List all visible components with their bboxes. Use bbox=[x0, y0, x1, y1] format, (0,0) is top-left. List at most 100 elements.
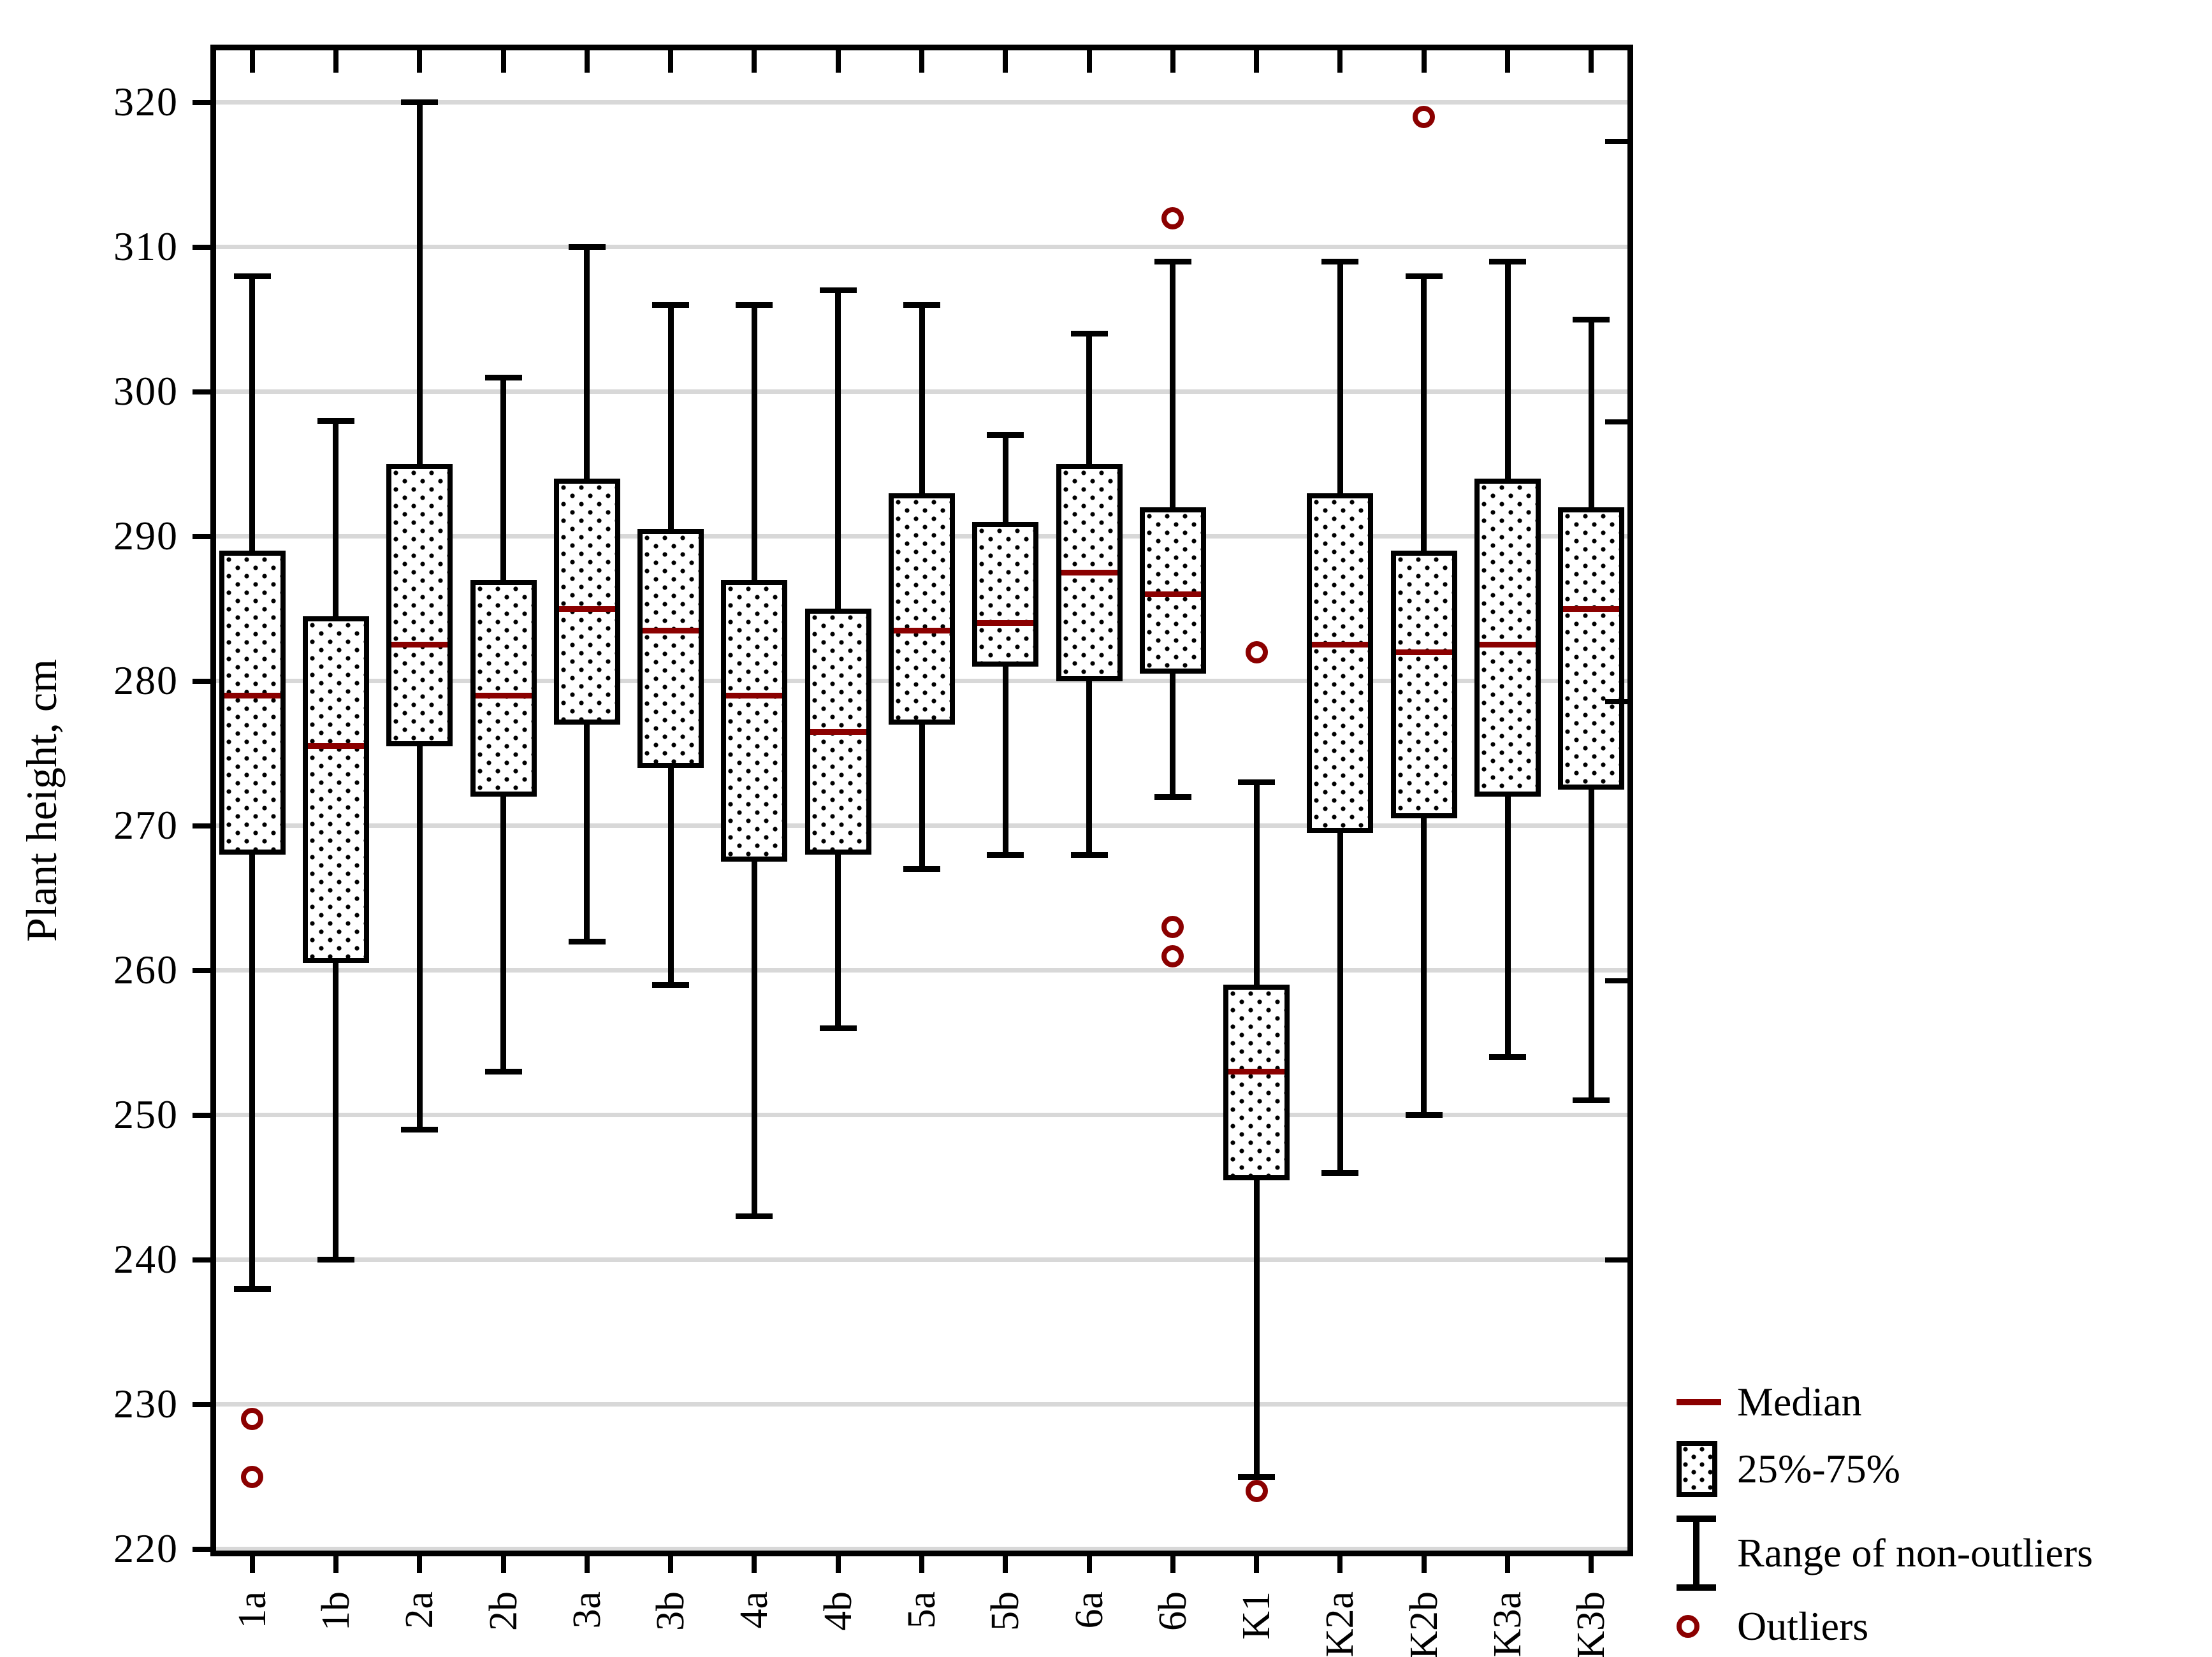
right-tick-2 bbox=[1605, 698, 1628, 704]
x-label-K2a: K2a bbox=[1318, 1591, 1362, 1657]
x-label-2b: 2b bbox=[481, 1591, 525, 1631]
whisker-cap-top-K2b bbox=[1405, 273, 1443, 279]
whisker-cap-bottom-3a bbox=[568, 938, 606, 944]
gridline-220 bbox=[210, 1547, 1633, 1552]
legend-label-range: Range of non-outliers bbox=[1737, 1530, 2093, 1575]
median-line-K3a bbox=[1480, 642, 1536, 648]
whisker-cap-bottom-K3b bbox=[1573, 1097, 1610, 1104]
x-tick-bottom-2a bbox=[417, 1555, 423, 1573]
x-tick-bottom-K3a bbox=[1505, 1555, 1511, 1573]
x-tick-top-K3b bbox=[1589, 50, 1594, 73]
iqr-box-3b bbox=[637, 529, 704, 768]
y-tick-label-220: 220 bbox=[113, 1525, 178, 1571]
legend-label-outliers: Outliers bbox=[1737, 1603, 1869, 1649]
median-line-3a bbox=[558, 605, 615, 612]
median-line-2b bbox=[475, 692, 532, 698]
x-label-K2b: K2b bbox=[1402, 1591, 1446, 1657]
x-tick-top-5a bbox=[919, 50, 924, 73]
x-tick-top-K1 bbox=[1254, 50, 1260, 73]
iqr-box-2b bbox=[470, 579, 537, 797]
x-label-K3b: K3b bbox=[1569, 1591, 1613, 1657]
x-tick-top-K2b bbox=[1421, 50, 1427, 73]
x-tick-bottom-3b bbox=[668, 1555, 674, 1573]
y-tick-label-300: 300 bbox=[113, 368, 178, 414]
median-line-K2b bbox=[1395, 649, 1452, 655]
median-line-4a bbox=[726, 692, 783, 698]
legend-label-iqr: 25%-75% bbox=[1737, 1446, 1900, 1491]
median-line-icon bbox=[1677, 1399, 1737, 1405]
median-line-1a bbox=[224, 692, 280, 698]
x-tick-bottom-6b bbox=[1170, 1555, 1175, 1573]
x-tick-bottom-6a bbox=[1086, 1555, 1092, 1573]
y-tick-label-290: 290 bbox=[113, 512, 178, 558]
x-tick-bottom-K3b bbox=[1589, 1555, 1594, 1573]
right-tick-1 bbox=[1605, 419, 1628, 425]
y-tick-310 bbox=[193, 244, 212, 250]
x-label-2a: 2a bbox=[398, 1591, 442, 1629]
whisker-cap-top-5b bbox=[987, 432, 1024, 438]
x-tick-top-6b bbox=[1170, 50, 1175, 73]
y-tick-270 bbox=[193, 823, 212, 829]
x-label-6b: 6b bbox=[1151, 1591, 1195, 1631]
iqr-box-K3a bbox=[1474, 478, 1541, 797]
x-tick-bottom-K1 bbox=[1254, 1555, 1260, 1573]
whisker-cap-top-2b bbox=[484, 374, 522, 380]
gridline-310 bbox=[210, 245, 1633, 250]
iqr-box-3a bbox=[553, 478, 620, 725]
median-line-5b bbox=[977, 620, 1034, 626]
whisker-cap-top-K3a bbox=[1489, 258, 1527, 264]
whisker-cap-bottom-3b bbox=[652, 981, 690, 988]
whisker-cap-bottom-5b bbox=[987, 851, 1024, 858]
x-tick-top-3b bbox=[668, 50, 674, 73]
x-tick-top-2a bbox=[417, 50, 423, 73]
x-tick-top-1b bbox=[333, 50, 338, 73]
x-tick-top-5b bbox=[1003, 50, 1008, 73]
whisker-cap-bottom-K2b bbox=[1405, 1112, 1443, 1118]
y-tick-label-230: 230 bbox=[113, 1380, 178, 1426]
whisker-cap-top-2a bbox=[401, 99, 439, 106]
gridline-240 bbox=[210, 1257, 1633, 1263]
whisker-cap-bottom-6a bbox=[1070, 851, 1108, 858]
right-tick-3 bbox=[1605, 978, 1628, 983]
legend-item-outliers: Outliers bbox=[1677, 1601, 1868, 1652]
x-tick-bottom-5b bbox=[1003, 1555, 1008, 1573]
y-tick-label-310: 310 bbox=[113, 223, 178, 269]
whisker-cap-top-1b bbox=[317, 417, 354, 424]
x-tick-top-K3a bbox=[1505, 50, 1511, 73]
iqr-box-5b bbox=[972, 522, 1039, 667]
whisker-cap-bottom-1b bbox=[317, 1257, 354, 1263]
x-tick-bottom-2b bbox=[500, 1555, 506, 1573]
y-tick-label-260: 260 bbox=[113, 946, 178, 992]
x-tick-top-4a bbox=[752, 50, 757, 73]
x-tick-bottom-K2a bbox=[1337, 1555, 1343, 1573]
whisker-cap-bottom-1a bbox=[233, 1285, 271, 1292]
y-tick-250 bbox=[193, 1112, 212, 1118]
x-tick-bottom-4a bbox=[752, 1555, 757, 1573]
x-tick-top-K2a bbox=[1337, 50, 1343, 73]
x-tick-top-3a bbox=[584, 50, 590, 73]
whisker-cap-bottom-K1 bbox=[1238, 1473, 1276, 1480]
outlier-K1-1 bbox=[1245, 1480, 1268, 1503]
iqr-box-6b bbox=[1139, 507, 1206, 674]
iqr-box-K1 bbox=[1223, 985, 1290, 1180]
x-tick-top-4b bbox=[835, 50, 841, 73]
x-tick-bottom-4b bbox=[835, 1555, 841, 1573]
x-label-K3a: K3a bbox=[1486, 1591, 1530, 1657]
whisker-cap-top-6a bbox=[1070, 331, 1108, 337]
outlier-circle-icon bbox=[1677, 1615, 1737, 1638]
whisker-cap-top-3a bbox=[568, 244, 606, 250]
outlier-K2b-0 bbox=[1413, 105, 1436, 128]
legend-item-median: Median bbox=[1677, 1377, 1862, 1428]
y-tick-label-250: 250 bbox=[113, 1091, 178, 1137]
x-label-4a: 4a bbox=[732, 1591, 776, 1629]
median-line-K2a bbox=[1312, 642, 1369, 648]
outlier-1a-1 bbox=[241, 1465, 264, 1488]
outlier-6b-1 bbox=[1161, 916, 1184, 939]
y-tick-280 bbox=[193, 678, 212, 684]
iqr-box-1a bbox=[219, 551, 286, 855]
whisker-cap-bottom-2a bbox=[401, 1126, 439, 1132]
y-tick-240 bbox=[193, 1257, 212, 1263]
whisker-cap-top-4a bbox=[736, 302, 773, 308]
whisker-cap-bottom-6b bbox=[1154, 793, 1191, 800]
